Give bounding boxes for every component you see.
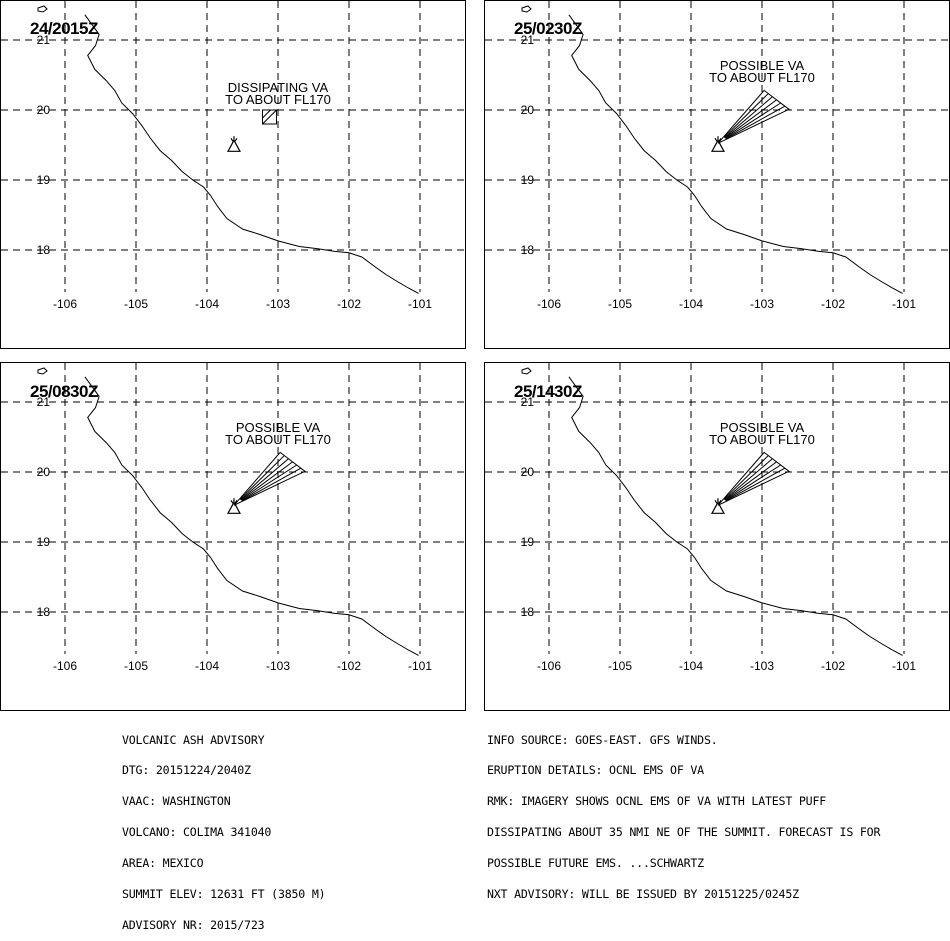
volcano-triangle-icon	[710, 498, 725, 514]
panel-time-label: 25/0830Z	[30, 382, 98, 401]
island-outline	[37, 367, 48, 375]
advisory-line: RMK: IMAGERY SHOWS OCNL EMS OF VA WITH L…	[487, 794, 827, 809]
coastline	[568, 14, 903, 294]
ash-label-line: TO ABOUT FL170	[709, 70, 815, 85]
longitude-tick-label: -101	[408, 659, 432, 673]
panel-time-label: 25/1430Z	[514, 382, 582, 401]
advisory-line: VAAC: WASHINGTON	[122, 794, 231, 809]
advisory-line: AREA: MEXICO	[122, 856, 204, 871]
forecast-panel-1: -106 -105 -104 -103 -102 -101 18 19 20 21 DISSIPAT…	[0, 0, 466, 350]
latitude-tick-label: 20	[521, 103, 535, 117]
map-frame	[0, 362, 466, 711]
latitude-tick-label: 20	[521, 465, 535, 479]
panel-time-label: 24/2015Z	[30, 19, 98, 38]
coastline	[568, 376, 903, 656]
ash-label-line: TO ABOUT FL170	[709, 432, 815, 447]
advisory-left-block: VOLCANIC ASH ADVISORY DTG: 20151224/2040…	[122, 714, 326, 941]
map-panel-4: -106 -105 -104 -103 -102 -101 18 19 20 21 POSSIBLE…	[484, 362, 950, 711]
panel-time-label: 25/0230Z	[514, 19, 582, 38]
map-panel-2: -106 -105 -104 -103 -102 -101 18 19 20 21 POSSIBLE…	[484, 0, 950, 349]
longitude-tick-label: -103	[266, 659, 290, 673]
latitude-tick-label: 19	[37, 173, 51, 187]
forecast-panel-3: -106 -105 -104 -103 -102 -101 18 19 20 21 POSSIBLE…	[0, 362, 466, 712]
ash-label-line: POSSIBLE VA	[720, 420, 805, 435]
longitude-tick-label: -106	[53, 659, 77, 673]
longitude-tick-label: -106	[537, 659, 561, 673]
longitude-tick-label: -102	[821, 297, 845, 311]
longitude-tick-label: -104	[679, 659, 703, 673]
island-outline	[521, 367, 532, 375]
advisory-line: DISSIPATING ABOUT 35 NMI NE OF THE SUMMI…	[487, 825, 881, 840]
advisory-line: POSSIBLE FUTURE EMS. ...SCHWARTZ	[487, 856, 704, 871]
longitude-tick-label: -105	[124, 297, 148, 311]
latitude-tick-label: 19	[521, 535, 535, 549]
graticule	[485, 1, 949, 292]
longitude-tick-label: -102	[337, 297, 361, 311]
longitude-tick-label: -106	[53, 297, 77, 311]
advisory-line: NXT ADVISORY: WILL BE ISSUED BY 20151225…	[487, 887, 799, 902]
ash-area-box	[261, 109, 277, 125]
longitude-tick-label: -101	[892, 659, 916, 673]
latitude-tick-label: 18	[37, 243, 51, 257]
latitude-tick-label: 20	[37, 103, 51, 117]
advisory-line: VOLCANIC ASH ADVISORY	[122, 732, 265, 747]
longitude-tick-label: -102	[337, 659, 361, 673]
latitude-tick-label: 18	[37, 605, 51, 619]
graticule	[1, 363, 465, 654]
map-panel-1: -106 -105 -104 -103 -102 -101 18 19 20 21 DISSIPAT…	[0, 0, 466, 349]
longitude-tick-label: -105	[608, 659, 632, 673]
advisory-line: SUMMIT ELEV: 12631 FT (3850 M)	[122, 887, 326, 902]
longitude-tick-label: -101	[408, 297, 432, 311]
longitude-tick-label: -105	[124, 659, 148, 673]
forecast-panel-4: -106 -105 -104 -103 -102 -101 18 19 20 21 POSSIBLE…	[484, 362, 950, 712]
latitude-tick-label: 21	[37, 395, 51, 409]
latitude-tick-label: 21	[521, 395, 535, 409]
ash-area-cone	[717, 89, 790, 144]
longitude-tick-label: -104	[195, 659, 219, 673]
advisory-line: INFO SOURCE: GOES-EAST. GFS WINDS.	[487, 732, 718, 747]
ash-label-line: DISSIPATING VA	[228, 80, 329, 95]
coastline	[84, 376, 419, 656]
longitude-tick-label: -103	[266, 297, 290, 311]
advisory-line: ERUPTION DETAILS: OCNL EMS OF VA	[487, 763, 704, 778]
latitude-tick-label: 18	[521, 605, 535, 619]
ash-label-line: POSSIBLE VA	[236, 420, 321, 435]
longitude-tick-label: -105	[608, 297, 632, 311]
advisory-line: DTG: 20151224/2040Z	[122, 763, 251, 778]
ash-area-cone	[717, 451, 790, 506]
map-panel-3: -106 -105 -104 -103 -102 -101 18 19 20 21 POSSIBLE…	[0, 362, 466, 711]
forecast-panel-2: -106 -105 -104 -103 -102 -101 18 19 20 21 POSSIBLE…	[484, 0, 950, 350]
longitude-tick-label: -104	[195, 297, 219, 311]
volcano-triangle-icon	[226, 498, 241, 514]
advisory-line: ADVISORY NR: 2015/723	[122, 917, 265, 932]
ash-label-line: TO ABOUT FL170	[225, 92, 331, 107]
graticule	[1, 1, 465, 292]
longitude-tick-label: -103	[750, 659, 774, 673]
volcano-triangle-icon	[710, 136, 725, 152]
longitude-tick-label: -104	[679, 297, 703, 311]
coastline	[84, 14, 419, 294]
ash-label-line: POSSIBLE VA	[720, 58, 805, 73]
map-frame	[0, 0, 466, 349]
longitude-tick-label: -102	[821, 659, 845, 673]
longitude-tick-label: -101	[892, 297, 916, 311]
latitude-tick-label: 19	[521, 173, 535, 187]
latitude-tick-label: 19	[37, 535, 51, 549]
longitude-tick-label: -106	[537, 297, 561, 311]
latitude-tick-label: 21	[521, 33, 535, 47]
island-outline	[37, 5, 48, 13]
ash-label-line: TO ABOUT FL170	[225, 432, 331, 447]
latitude-tick-label: 18	[521, 243, 535, 257]
longitude-tick-label: -103	[750, 297, 774, 311]
advisory-line: VOLCANO: COLIMA 341040	[122, 825, 272, 840]
ash-area-cone	[233, 451, 306, 506]
latitude-tick-label: 21	[37, 33, 51, 47]
graticule	[485, 363, 949, 654]
island-outline	[521, 5, 532, 13]
latitude-tick-label: 20	[37, 465, 51, 479]
volcano-triangle-icon	[226, 136, 241, 152]
